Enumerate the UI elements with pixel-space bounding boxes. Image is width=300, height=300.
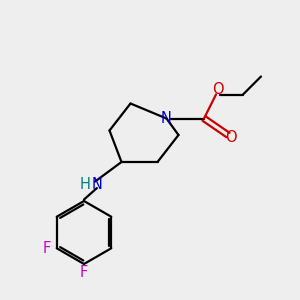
Text: O: O — [225, 130, 237, 146]
Text: N: N — [161, 111, 172, 126]
Text: F: F — [80, 265, 88, 280]
Text: N: N — [92, 177, 102, 192]
Text: O: O — [212, 82, 223, 98]
Text: H: H — [80, 177, 90, 192]
Text: F: F — [43, 241, 51, 256]
